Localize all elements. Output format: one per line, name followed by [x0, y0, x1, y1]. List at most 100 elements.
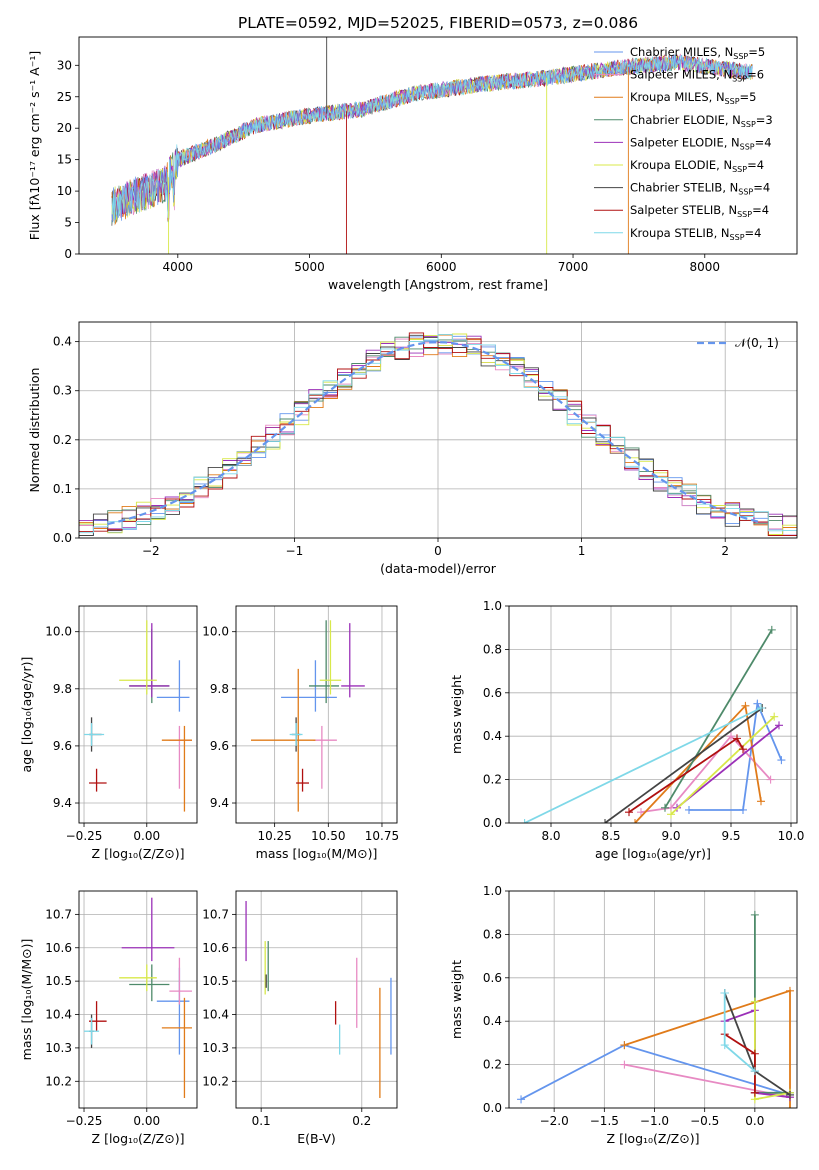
axes-frame: [235, 890, 398, 1109]
axes-frame: [78, 605, 198, 824]
legend-label-sub: SSP: [741, 120, 756, 129]
residual-histogram-panel: −2 −1 0 1 2 0.0 0.1 0.2 0.3 0.4 (data-model)/error…: [27, 321, 798, 576]
y-tick-label: 9.6: [53, 739, 72, 753]
weight-point-marker: [777, 756, 786, 765]
x-tick-label: −1.5: [590, 1114, 619, 1128]
axes-frame: [78, 321, 798, 539]
weight-point-marker: [785, 986, 794, 995]
plot-area: [84, 897, 192, 1098]
legend-label-suffix: =6: [747, 68, 764, 82]
weight-point-marker: [685, 805, 693, 814]
y-tick-label: 10.3: [45, 1041, 72, 1055]
y-tick-label: 10.4: [45, 1008, 72, 1022]
y-tick-label: 1.0: [483, 884, 502, 898]
weight-point-marker: [733, 734, 741, 743]
weight-point-marker: [520, 819, 529, 823]
x-tick-label: −0.25: [66, 1114, 103, 1128]
weight-point-marker: [757, 703, 765, 712]
y-tick-label: 10.5: [45, 974, 72, 988]
legend-label-sub: SSP: [732, 75, 747, 84]
spectrum-series-line: [111, 53, 753, 222]
y-tick-label: 1.0: [483, 599, 502, 613]
y-tick-label: 0.2: [483, 773, 502, 787]
legend-label-suffix: =4: [755, 135, 772, 149]
y-tick-label: 0.8: [483, 642, 502, 656]
x-tick-label: 5000: [294, 260, 325, 274]
weight-point-marker: [750, 910, 759, 919]
x-tick-label: 0: [434, 544, 442, 558]
y-tick-label: 10.4: [202, 1008, 229, 1022]
weight-point-marker: [720, 1041, 729, 1050]
y-axis-label: Normed distribution: [27, 368, 42, 493]
weight-point-marker: [753, 699, 762, 708]
axes-frame: [78, 890, 198, 1109]
legend-label-sub: SSP: [738, 188, 753, 197]
y-tick-label: 10.5: [202, 974, 229, 988]
x-tick-label: 0.1: [252, 1114, 271, 1128]
y-tick-label: 9.6: [210, 739, 229, 753]
y-tick-label: 0.0: [53, 531, 72, 545]
weight-point-marker: [767, 625, 776, 634]
weight-point-marker: [750, 1088, 759, 1097]
legend-label: Chabrier STELIB, NSSP=4: [630, 181, 770, 197]
x-tick-label: 9.5: [721, 829, 740, 843]
age-vs-metallicity-panel: −0.25 0.00 9.4 9.6 9.8 10.0 Z [log₁₀(Z/Z⊙)] age…: [19, 605, 198, 861]
weight-series-line: [670, 716, 775, 815]
y-tick-label: 10: [57, 184, 72, 198]
x-tick-label: −1: [286, 544, 304, 558]
weight-point-marker: [720, 988, 729, 997]
y-tick-label: 30: [57, 58, 72, 72]
y-tick-label: 0.6: [483, 686, 502, 700]
y-axis-label: mass weight: [449, 675, 464, 754]
legend-label: Chabrier ELODIE, NSSP=3: [630, 113, 773, 129]
x-axis-label: wavelength [Angstrom, rest frame]: [328, 277, 548, 292]
weight-series-line: [676, 724, 780, 809]
histogram-series: [79, 333, 797, 534]
weight-point-marker: [750, 1049, 759, 1058]
x-tick-label: 4000: [163, 260, 194, 274]
legend-label: Kroupa STELIB, NSSP=4: [630, 226, 761, 242]
x-tick-label: 8.0: [541, 829, 560, 843]
weight-point-marker: [757, 797, 765, 806]
weight-series-line: [640, 734, 772, 813]
y-tick-label: 9.8: [210, 682, 229, 696]
legend-label: Kroupa ELODIE, NSSP=4: [630, 158, 764, 174]
weight-point-marker: [625, 808, 633, 817]
x-tick-label: 8.5: [601, 829, 620, 843]
x-tick-label: −0.25: [66, 829, 103, 843]
normal-curve: [107, 341, 762, 526]
axes-frame: [508, 890, 798, 1109]
x-axis-label: Z [log₁₀(Z/Z⊙)]: [607, 1131, 700, 1146]
weight-point-marker: [667, 810, 675, 819]
x-axis-label: Z [log₁₀(Z/Z⊙)]: [92, 1131, 185, 1146]
y-axis-label: age [log₁₀(age/yr)]: [19, 657, 34, 773]
weight-point-marker: [739, 805, 747, 814]
x-tick-label: 0.00: [133, 1114, 160, 1128]
x-tick-label: 2: [721, 544, 729, 558]
age-vs-mass-panel: 10.25 10.50 10.75 9.4 9.6 9.8 10.0 mass [log₁₀(…: [202, 605, 399, 861]
x-tick-label: 1: [578, 544, 586, 558]
x-tick-label: 10.50: [311, 829, 345, 843]
weight-series-line: [524, 707, 762, 823]
weight-point-marker: [601, 819, 609, 823]
y-tick-label: 0.6: [483, 971, 502, 985]
x-tick-label: −2.0: [540, 1114, 569, 1128]
y-tick-label: 9.8: [53, 682, 72, 696]
mass-vs-metallicity-panel: −0.25 0.00 10.2 10.3 10.4 10.5 10.6 10.7 Z [log₁…: [19, 890, 198, 1146]
legend-label-sub: SSP: [740, 142, 755, 151]
y-tick-label: 0.0: [483, 816, 502, 830]
legend-label-sub: SSP: [732, 165, 747, 174]
x-tick-label: 9.0: [661, 829, 680, 843]
weight-point-marker: [739, 745, 747, 754]
legend-label-suffix: =4: [753, 181, 770, 195]
y-tick-label: 10.0: [45, 625, 72, 639]
legend-label-suffix: =4: [752, 203, 769, 217]
legend-label: Salpeter ELODIE, NSSP=4: [630, 135, 772, 151]
x-tick-label: 10.0: [778, 829, 805, 843]
weight-vs-age-panel: 8.0 8.5 9.0 9.5 10.0 0.0 0.2 0.4 0.6 0.8 1.0 age [l…: [449, 599, 804, 861]
y-tick-label: 9.4: [210, 796, 229, 810]
weight-point-marker: [770, 712, 779, 721]
legend-label: Kroupa MILES, NSSP=5: [630, 90, 756, 106]
y-tick-label: 10.0: [202, 625, 229, 639]
